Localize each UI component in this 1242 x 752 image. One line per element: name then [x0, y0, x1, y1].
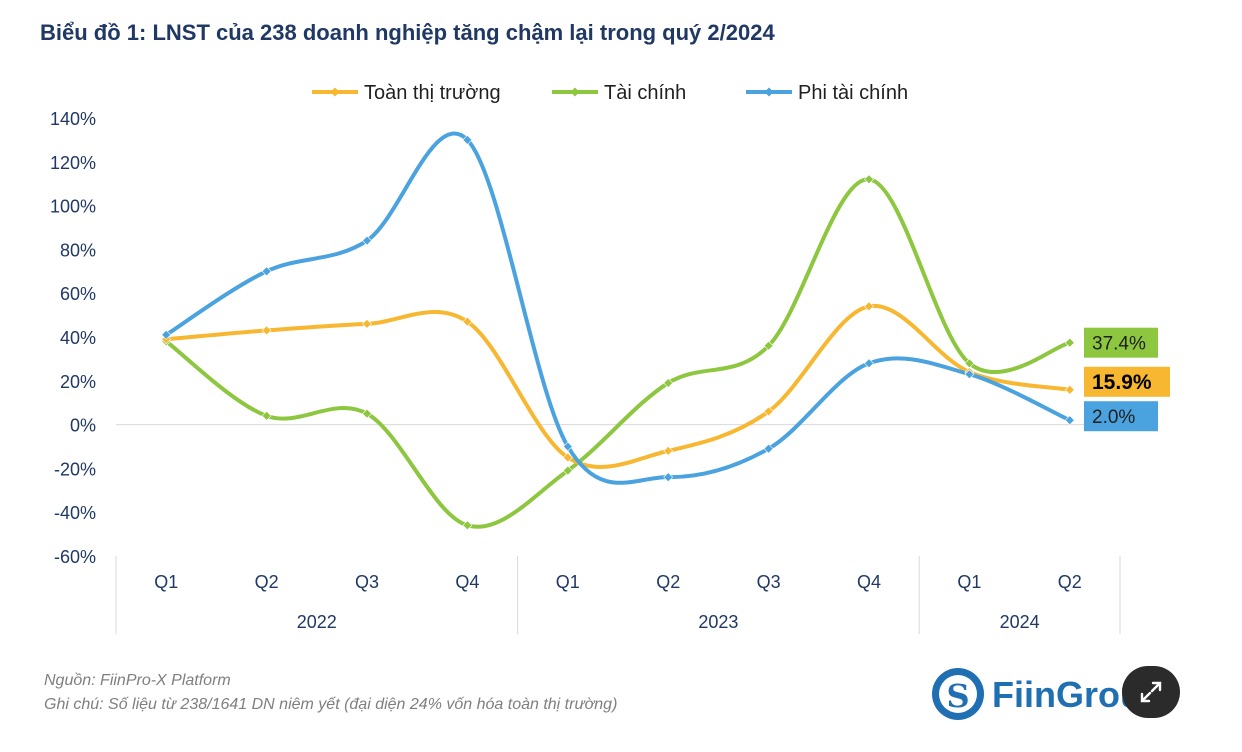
data-point [964, 369, 975, 380]
x-tick-label: Q1 [154, 572, 178, 592]
data-point [1064, 337, 1075, 348]
legend-marker [764, 87, 774, 97]
y-tick-label: -60% [54, 547, 96, 567]
y-tick-label: -20% [54, 459, 96, 479]
chart-title: Biểu đồ 1: LNST của 238 doanh nghiệp tăn… [40, 20, 775, 45]
x-tick-label: Q2 [255, 572, 279, 592]
end-label-box [1084, 366, 1170, 397]
data-point [261, 266, 272, 277]
data-point [663, 472, 674, 483]
data-point [562, 465, 573, 476]
y-tick-label: 80% [60, 240, 96, 260]
data-point [261, 410, 272, 421]
data-point [663, 445, 674, 456]
data-point [161, 329, 172, 340]
x-tick-label: Q2 [656, 572, 680, 592]
y-tick-label: 140% [50, 109, 96, 129]
end-label-box [1084, 401, 1158, 432]
end-label: 2.0% [1092, 407, 1135, 428]
y-tick-label: 40% [60, 328, 96, 348]
x-tick-label: Q4 [857, 572, 881, 592]
series-line [164, 177, 1072, 529]
end-label: 15.9% [1092, 371, 1152, 394]
logo-emblem-icon: S [932, 668, 984, 720]
data-point [763, 443, 774, 454]
y-tick-label: 60% [60, 284, 96, 304]
data-point [864, 174, 874, 185]
x-group-label: 2023 [698, 612, 738, 632]
data-point [1064, 384, 1075, 395]
data-point [663, 378, 674, 388]
data-point [763, 340, 774, 351]
chart-markers [161, 134, 1075, 531]
data-point [462, 520, 473, 531]
y-tick-label: 100% [50, 197, 96, 217]
y-tick-label: 0% [70, 416, 96, 436]
expand-icon[interactable] [1122, 666, 1180, 718]
y-tick-label: 120% [50, 153, 96, 173]
y-tick-label: 20% [60, 372, 96, 392]
x-tick-label: Q2 [1058, 572, 1082, 592]
data-point [462, 134, 473, 145]
series-line [164, 303, 1072, 469]
x-group-label: 2024 [1000, 612, 1040, 632]
end-label: 37.4% [1092, 334, 1146, 355]
y-tick-label: -40% [54, 503, 96, 523]
note-text: Ghi chú: Số liệu từ 238/1641 DN niêm yết… [44, 696, 618, 713]
x-tick-label: Q1 [957, 572, 981, 592]
chart-series [164, 131, 1072, 529]
data-point [562, 441, 573, 452]
chart-end-labels: 37.4% 15.9% 2.0% [1084, 327, 1170, 432]
source-text: Nguồn: FiinPro-X Platform [44, 672, 231, 689]
data-point [362, 318, 372, 329]
data-point [1064, 415, 1075, 426]
legend-label: Toàn thị trường [364, 82, 501, 104]
data-point [261, 325, 272, 336]
line-chart: -60% -40% -20% 0% 20% 40% 60% 80% 100% 120% 140% Q1… [50, 82, 1170, 634]
data-point [864, 301, 874, 312]
legend-label: Phi tài chính [798, 82, 908, 104]
legend-marker [570, 87, 580, 97]
x-group-label: 2022 [297, 612, 337, 632]
x-tick-label: Q4 [455, 572, 479, 592]
x-tick-label: Q1 [556, 572, 580, 592]
legend-label: Tài chính [604, 82, 686, 104]
data-point [763, 406, 774, 417]
chart-legend: Toàn thị trường Tài chính Phi tài chính [312, 82, 908, 104]
data-point [562, 452, 573, 463]
data-point [462, 316, 473, 327]
data-point [362, 235, 372, 246]
series-line [164, 131, 1072, 485]
x-tick-label: Q3 [757, 572, 781, 592]
data-point [864, 358, 874, 369]
x-tick-label: Q3 [355, 572, 379, 592]
legend-marker [330, 87, 340, 97]
data-point [362, 408, 372, 419]
end-label-box [1084, 327, 1158, 358]
